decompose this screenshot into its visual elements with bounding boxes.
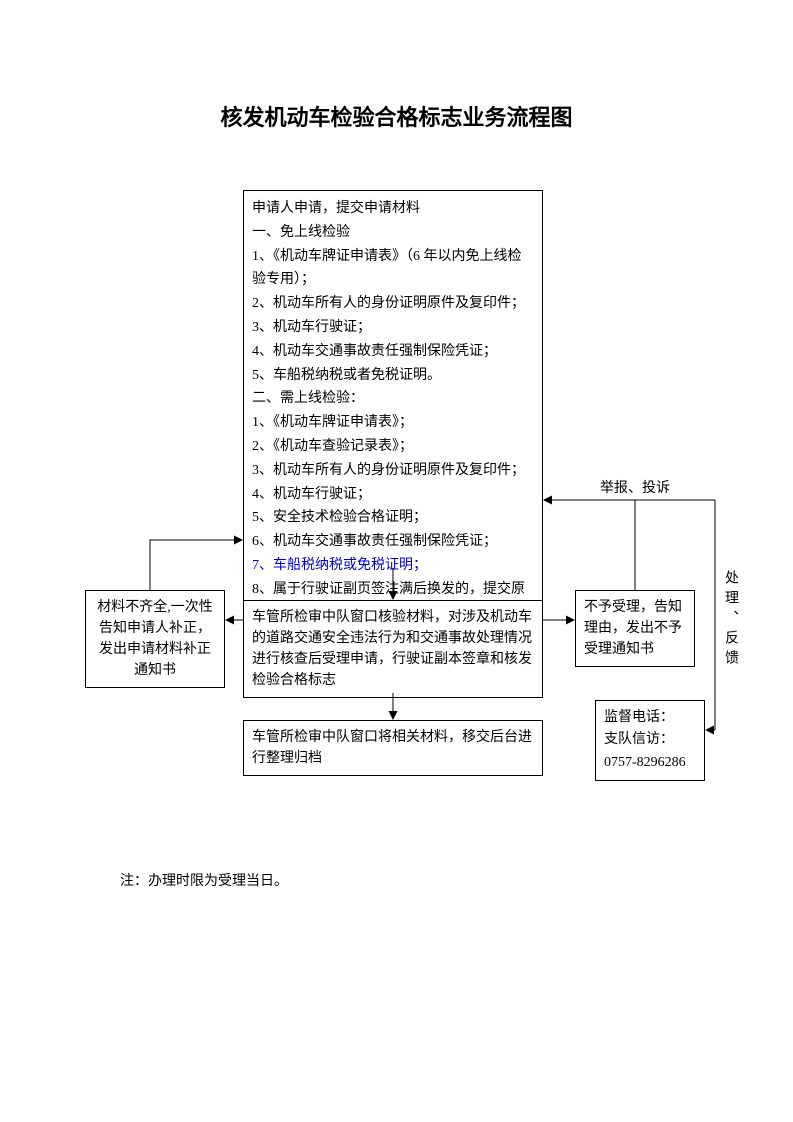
processing-time-note: 注：办理时限为受理当日。	[120, 870, 288, 890]
application-materials-box: 申请人申请，提交申请材料 一、免上线检验 1、《机动车牌证申请表》（6 年以内免…	[243, 190, 543, 632]
box1-a4: 4、机动车交通事故责任强制保险凭证；	[252, 340, 534, 364]
box1-a2: 2、机动车所有人的身份证明原件及复印件；	[252, 292, 534, 316]
box1-b6: 6、机动车交通事故责任强制保险凭证；	[252, 530, 534, 554]
box1-sectionA: 一、免上线检验	[252, 221, 534, 245]
box1-a3: 3、机动车行驶证；	[252, 316, 534, 340]
phone-l2: 支队信访：	[604, 729, 696, 751]
box1-b1: 1、《机动车牌证申请表》；	[252, 411, 534, 435]
box1-header: 申请人申请，提交申请材料	[252, 197, 534, 221]
box1-b7: 7、车船税纳税或免税证明；	[252, 554, 534, 578]
box1-b4: 4、机动车行驶证；	[252, 483, 534, 507]
box1-b3: 3、机动车所有人的身份证明原件及复印件；	[252, 459, 534, 483]
archive-box: 车管所检审中队窗口将相关材料，移交后台进行整理归档	[243, 720, 543, 776]
rejection-box: 不予受理，告知理由，发出不予受理通知书	[575, 590, 695, 667]
supervision-phone-box: 监督电话： 支队信访： 0757-8296286	[595, 700, 705, 781]
phone-l1: 监督电话：	[604, 707, 696, 729]
review-process-box: 车管所检审中队窗口核验材料，对涉及机动车的道路交通安全违法行为和交通事故处理情况…	[243, 600, 543, 698]
process-feedback-label: 处理、反馈	[720, 570, 740, 670]
phone-l3: 0757-8296286	[604, 752, 696, 774]
box1-sectionB: 二、需上线检验：	[252, 387, 534, 411]
page-title: 核发机动车检验合格标志业务流程图	[0, 100, 793, 132]
box1-b5: 5、安全技术检验合格证明；	[252, 506, 534, 530]
box1-b2: 2、《机动车查验记录表》；	[252, 435, 534, 459]
box1-a5: 5、车船税纳税或者免税证明。	[252, 364, 534, 388]
report-complaint-label: 举报、投诉	[600, 477, 670, 497]
incomplete-materials-box: 材料不齐全,一次性告知申请人补正，发出申请材料补正通知书	[85, 590, 225, 688]
box1-a1: 1、《机动车牌证申请表》（6 年以内免上线检验专用）；	[252, 245, 534, 293]
